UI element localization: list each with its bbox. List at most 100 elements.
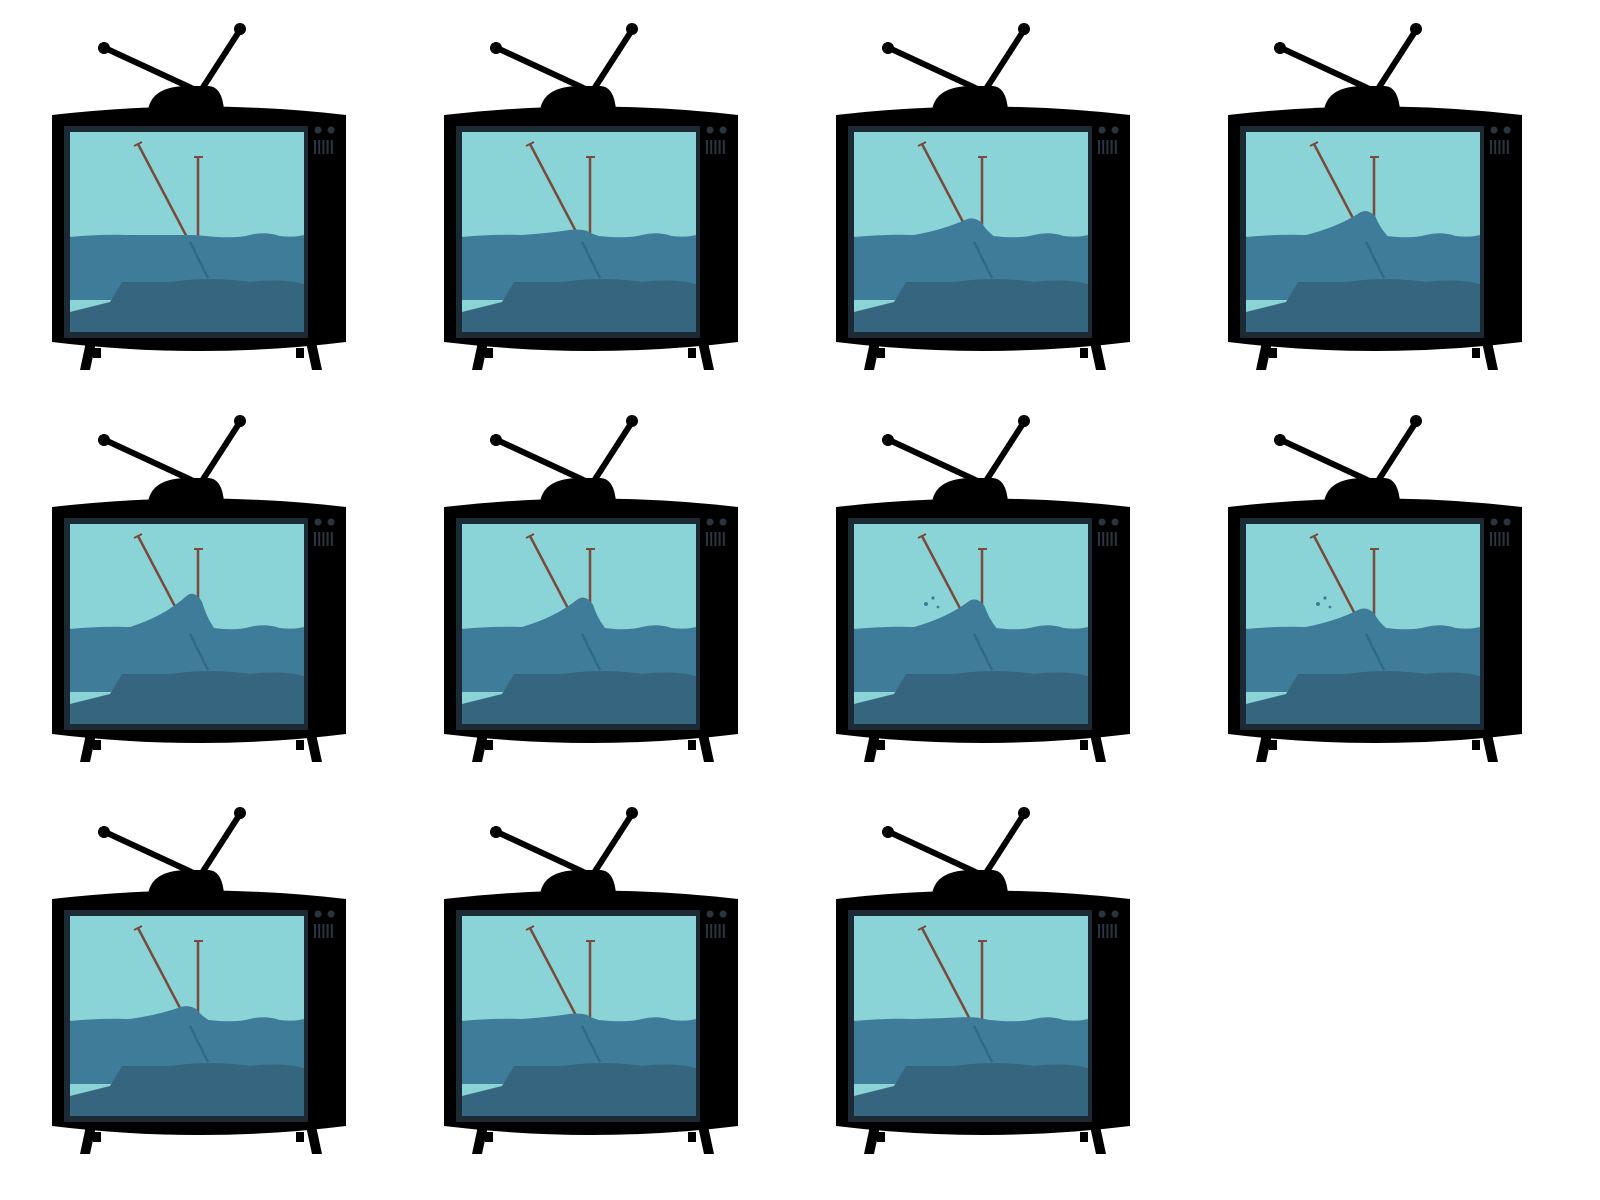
speaker-grill-slot (719, 532, 721, 546)
tv-leg-right (306, 734, 322, 762)
antenna-right (984, 30, 1024, 92)
antenna-right (592, 814, 632, 876)
tv-foot-inner-left (1269, 740, 1277, 750)
tv-frame (1226, 20, 1526, 370)
speaker-grill-slot (1111, 924, 1113, 938)
antenna-tip-right (234, 807, 246, 819)
antenna-tip-right (626, 415, 638, 427)
speaker-grill-slot (327, 532, 329, 546)
tv-leg-right (1482, 734, 1498, 762)
antenna-tip-right (1018, 415, 1030, 427)
speaker-grill-slot (1098, 532, 1100, 546)
tv-frame (834, 20, 1134, 370)
tv-foot-inner-right (296, 1132, 304, 1142)
tv-illustration (50, 412, 350, 762)
speaker-grill-slot (327, 140, 329, 154)
antenna-right (984, 422, 1024, 484)
tv-frame (442, 20, 742, 370)
screen-scene (462, 916, 700, 1116)
splash-droplet (924, 602, 928, 606)
speaker-grill-slot (710, 532, 712, 546)
tv-illustration (442, 20, 742, 370)
antenna-base (540, 870, 616, 894)
speaker-grill-slot (706, 924, 708, 938)
tv-leg-right (1482, 342, 1498, 370)
knob-icon (1491, 127, 1498, 134)
knob-icon (315, 519, 322, 526)
antenna-tip-right (626, 807, 638, 819)
screen-scene (70, 524, 308, 724)
knob-icon (1099, 127, 1106, 134)
antenna-base (540, 478, 616, 502)
knob-icon (707, 911, 714, 918)
antenna-tip-left (98, 434, 110, 446)
speaker-grill-slot (1503, 140, 1505, 154)
tv-frame (442, 804, 742, 1154)
antenna-left (1281, 48, 1376, 92)
antenna-tip-left (490, 434, 502, 446)
speaker-grill-slot (1494, 140, 1496, 154)
antenna-tip-left (490, 826, 502, 838)
speaker-grill-slot (723, 924, 725, 938)
speaker-grill-slot (1115, 924, 1117, 938)
antenna-right (592, 30, 632, 92)
knob-icon (1112, 519, 1119, 526)
splash-droplet (1323, 596, 1326, 599)
speaker-grill-slot (318, 924, 320, 938)
tv-foot-inner-left (485, 740, 493, 750)
speaker-grill-slot (719, 140, 721, 154)
tv-illustration (442, 412, 742, 762)
speaker-grill-slot (1507, 140, 1509, 154)
screen-scene (1246, 524, 1484, 724)
knob-icon (328, 127, 335, 134)
speaker-grill-slot (1115, 532, 1117, 546)
knob-icon (328, 519, 335, 526)
antenna-right (592, 422, 632, 484)
speaker-grill-slot (714, 924, 716, 938)
antenna-tip-right (626, 23, 638, 35)
knob-icon (720, 911, 727, 918)
speaker-grill-slot (1111, 140, 1113, 154)
speaker-grill-slot (710, 924, 712, 938)
antenna-tip-right (1410, 415, 1422, 427)
antenna-right (1376, 422, 1416, 484)
screen-scene (854, 524, 1092, 724)
splash-droplet (1316, 602, 1320, 606)
tv-leg-right (1090, 342, 1106, 370)
tv-foot-inner-right (296, 740, 304, 750)
tv-illustration (834, 804, 1134, 1154)
tv-frame (50, 804, 350, 1154)
antenna-tip-right (234, 415, 246, 427)
antenna-left (497, 832, 592, 876)
antenna-tip-left (882, 42, 894, 54)
screen-scene (462, 524, 700, 724)
antenna-base (148, 870, 224, 894)
knob-icon (1491, 519, 1498, 526)
antenna-tip-left (490, 42, 502, 54)
tv-foot-inner-right (296, 348, 304, 358)
speaker-grill-slot (1490, 140, 1492, 154)
antenna-right (200, 422, 240, 484)
tv-illustration (834, 412, 1134, 762)
speaker-grill-slot (1098, 924, 1100, 938)
speaker-grill-slot (706, 140, 708, 154)
tv-foot-inner-left (93, 740, 101, 750)
tv-illustration (1226, 412, 1526, 762)
tv-foot-inner-left (877, 348, 885, 358)
speaker-grill-slot (1111, 532, 1113, 546)
antenna-right (984, 814, 1024, 876)
knob-icon (315, 127, 322, 134)
speaker-grill-slot (710, 140, 712, 154)
antenna-left (105, 832, 200, 876)
antenna-tip-left (882, 434, 894, 446)
tv-foot-inner-left (485, 348, 493, 358)
screen-scene (854, 132, 1092, 332)
speaker-grill-slot (1106, 532, 1108, 546)
antenna-left (105, 440, 200, 484)
speaker-grill-slot (1098, 140, 1100, 154)
splash-droplet (931, 596, 934, 599)
speaker-grill-slot (723, 532, 725, 546)
speaker-grill-slot (1490, 532, 1492, 546)
screen-scene (854, 916, 1092, 1116)
tv-foot-inner-right (1080, 740, 1088, 750)
